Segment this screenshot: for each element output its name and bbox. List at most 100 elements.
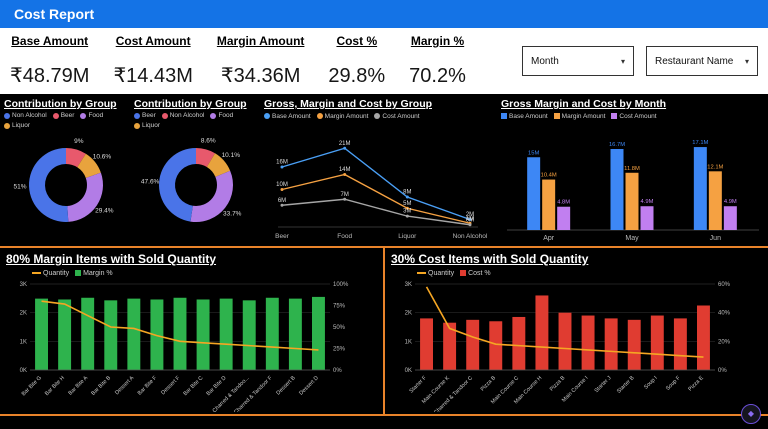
svg-text:21M: 21M: [339, 141, 351, 147]
chart-legend: Beer Non Alcohol Food Liquor: [134, 111, 259, 129]
svg-text:7M: 7M: [340, 192, 348, 198]
month-filter-dropdown[interactable]: Month ▾: [522, 46, 634, 76]
chevron-down-icon: ▾: [620, 56, 625, 66]
legend-item[interactable]: Liquor: [4, 121, 30, 130]
svg-text:Bar Bite F: Bar Bite F: [137, 375, 159, 397]
svg-text:Soup F: Soup F: [665, 375, 682, 392]
chart-gross-margin-cost-by-month[interactable]: Gross Margin and Cost by Month Base Amou…: [501, 97, 764, 246]
svg-text:Charred & Tandoor F: Charred & Tandoor F: [233, 375, 274, 412]
svg-text:100%: 100%: [333, 282, 349, 288]
chart-title: 30% Cost Items with Sold Quantity: [391, 252, 589, 266]
svg-text:25%: 25%: [333, 347, 346, 353]
svg-text:Starter B: Starter B: [616, 375, 636, 395]
svg-text:Liquor: Liquor: [398, 233, 417, 240]
legend-marker: [75, 270, 82, 276]
floating-action-button[interactable]: ◆: [741, 404, 761, 424]
svg-text:1M: 1M: [466, 216, 474, 222]
svg-text:75%: 75%: [333, 304, 346, 310]
donut-chart-2[interactable]: 8.6% 10.1% 33.7% 47.6%: [134, 125, 259, 246]
chart-80-margin-items[interactable]: 80% Margin Items with Sold Quantity Quan…: [0, 248, 385, 417]
kpi-label: Base Amount: [11, 34, 89, 48]
svg-text:29.4%: 29.4%: [95, 207, 114, 214]
legend-item[interactable]: Quantity: [32, 269, 69, 278]
legend-item[interactable]: Cost Amount: [611, 112, 657, 121]
svg-text:3K: 3K: [20, 282, 27, 288]
kpi-label: Cost %: [336, 34, 378, 48]
chart-gross-margin-cost-by-group[interactable]: Gross, Margin and Cost by Group Base Amo…: [264, 97, 496, 246]
bar-svg[interactable]: 15M 10.4M 4.8M Apr 16.7M 11.8M 4.9M May 17.1M 12.…: [501, 121, 763, 243]
cost-combo-chart[interactable]: 0K 1K 2K 3K 0% 20% 40% 60% Starter F Main Course …: [391, 278, 762, 417]
kpi-value: ₹34.36M: [220, 65, 301, 87]
chart-title: Gross, Margin and Cost by Group: [264, 98, 433, 110]
filter-group: Month ▾ Restaurant Name ▾: [522, 34, 758, 88]
kpi-cost-amount: Cost Amount ₹14.43M: [113, 34, 192, 88]
line-chart[interactable]: Beer Food Liquor Non Alcohol 16M 21M 8M 2M 10M 14…: [264, 121, 496, 246]
legend-marker: [4, 122, 10, 129]
donut-chart-1[interactable]: 9% 10.6% 29.4% 51%: [4, 125, 129, 246]
legend-item[interactable]: Margin Amount: [553, 112, 605, 121]
chart-title: 80% Margin Items with Sold Quantity: [6, 252, 217, 266]
chart-30-cost-items[interactable]: 30% Cost Items with Sold Quantity Quanti…: [385, 248, 768, 417]
chart-legend: Base Amount Margin Amount Cost Amount: [264, 111, 496, 121]
legend-item[interactable]: Food: [210, 111, 233, 120]
legend-item[interactable]: Base Amount: [264, 112, 311, 121]
svg-text:Dessert F: Dessert F: [160, 375, 182, 397]
svg-text:8M: 8M: [403, 190, 411, 196]
legend-item[interactable]: Margin %: [75, 269, 113, 278]
svg-text:May: May: [625, 235, 639, 242]
restaurant-filter-dropdown[interactable]: Restaurant Name ▾: [646, 46, 758, 76]
donut-svg[interactable]: 9% 10.6% 29.4% 51%: [4, 125, 129, 241]
legend-item[interactable]: Cost Amount: [374, 112, 420, 121]
svg-text:Soup I: Soup I: [643, 375, 659, 391]
legend-item[interactable]: Beer: [52, 111, 74, 120]
grouped-bar-chart[interactable]: 15M 10.4M 4.8M Apr 16.7M 11.8M 4.9M May 17.1M 12.…: [501, 121, 764, 248]
svg-text:Charred & Tandoor C: Charred & Tandoor C: [433, 375, 474, 412]
svg-text:10.4M: 10.4M: [541, 173, 557, 179]
legend-item[interactable]: Beer: [134, 111, 156, 120]
legend-item[interactable]: Liquor: [134, 121, 160, 130]
line-svg[interactable]: Beer Food Liquor Non Alcohol 16M 21M 8M 2M 10M 14…: [264, 121, 496, 241]
svg-text:60%: 60%: [718, 282, 731, 288]
svg-text:Dessert D: Dessert D: [298, 375, 320, 397]
svg-text:Dessert B: Dessert B: [275, 375, 297, 397]
svg-text:Non Alcohol: Non Alcohol: [453, 233, 488, 240]
svg-text:4.9M: 4.9M: [724, 199, 737, 205]
svg-text:15M: 15M: [528, 150, 539, 156]
kpi-value: 70.2%: [409, 65, 466, 87]
svg-text:Bar Bite A: Bar Bite A: [68, 375, 90, 397]
legend-marker: [134, 122, 140, 129]
legend-item[interactable]: Cost %: [460, 269, 491, 278]
svg-text:Starter F: Starter F: [409, 375, 429, 395]
chart-title: Gross Margin and Cost by Month: [501, 98, 667, 110]
chart-contribution-by-group-1[interactable]: Contribution by Group Non Alcohol Beer Foo…: [4, 97, 129, 246]
svg-text:17.1M: 17.1M: [692, 140, 708, 146]
svg-text:40%: 40%: [718, 311, 731, 317]
legend-item[interactable]: Food: [80, 111, 103, 120]
donut-svg[interactable]: 8.6% 10.1% 33.7% 47.6%: [134, 125, 259, 241]
svg-text:Pizza B: Pizza B: [549, 375, 567, 393]
svg-text:Pizza B: Pizza B: [480, 375, 498, 393]
legend-item[interactable]: Margin Amount: [316, 112, 368, 121]
margin-combo-chart[interactable]: 0K 1K 2K 3K 0% 25% 50% 75% 100% Bar Bite G Bar Bit…: [6, 278, 377, 417]
legend-item[interactable]: Non Alcohol: [4, 111, 47, 120]
svg-text:0M: 0M: [466, 217, 474, 223]
legend-item[interactable]: Base Amount: [501, 112, 548, 121]
kpi-value: 29.8%: [328, 65, 386, 87]
legend-item[interactable]: Non Alcohol: [161, 111, 204, 120]
kpi-base-amount: Base Amount ₹48.79M: [10, 34, 89, 88]
kpi-strip: Base Amount ₹48.79M Cost Amount ₹14.43M …: [0, 28, 768, 94]
chart-contribution-by-group-2[interactable]: Contribution by Group Beer Non Alcohol Foo…: [134, 97, 259, 246]
svg-text:14M: 14M: [339, 167, 351, 173]
svg-text:Bar Bite B: Bar Bite B: [90, 375, 112, 397]
legend-marker: [80, 112, 87, 119]
legend-marker: [264, 113, 270, 119]
kpi-cost-percent: Cost % 29.8%: [328, 34, 385, 88]
svg-text:Jun: Jun: [710, 235, 721, 242]
svg-text:10.1%: 10.1%: [222, 152, 241, 159]
legend-item[interactable]: Quantity: [417, 269, 454, 278]
legend-marker: [32, 272, 41, 274]
legend-marker: [4, 112, 10, 119]
svg-text:Bar Bite D: Bar Bite D: [206, 375, 228, 397]
